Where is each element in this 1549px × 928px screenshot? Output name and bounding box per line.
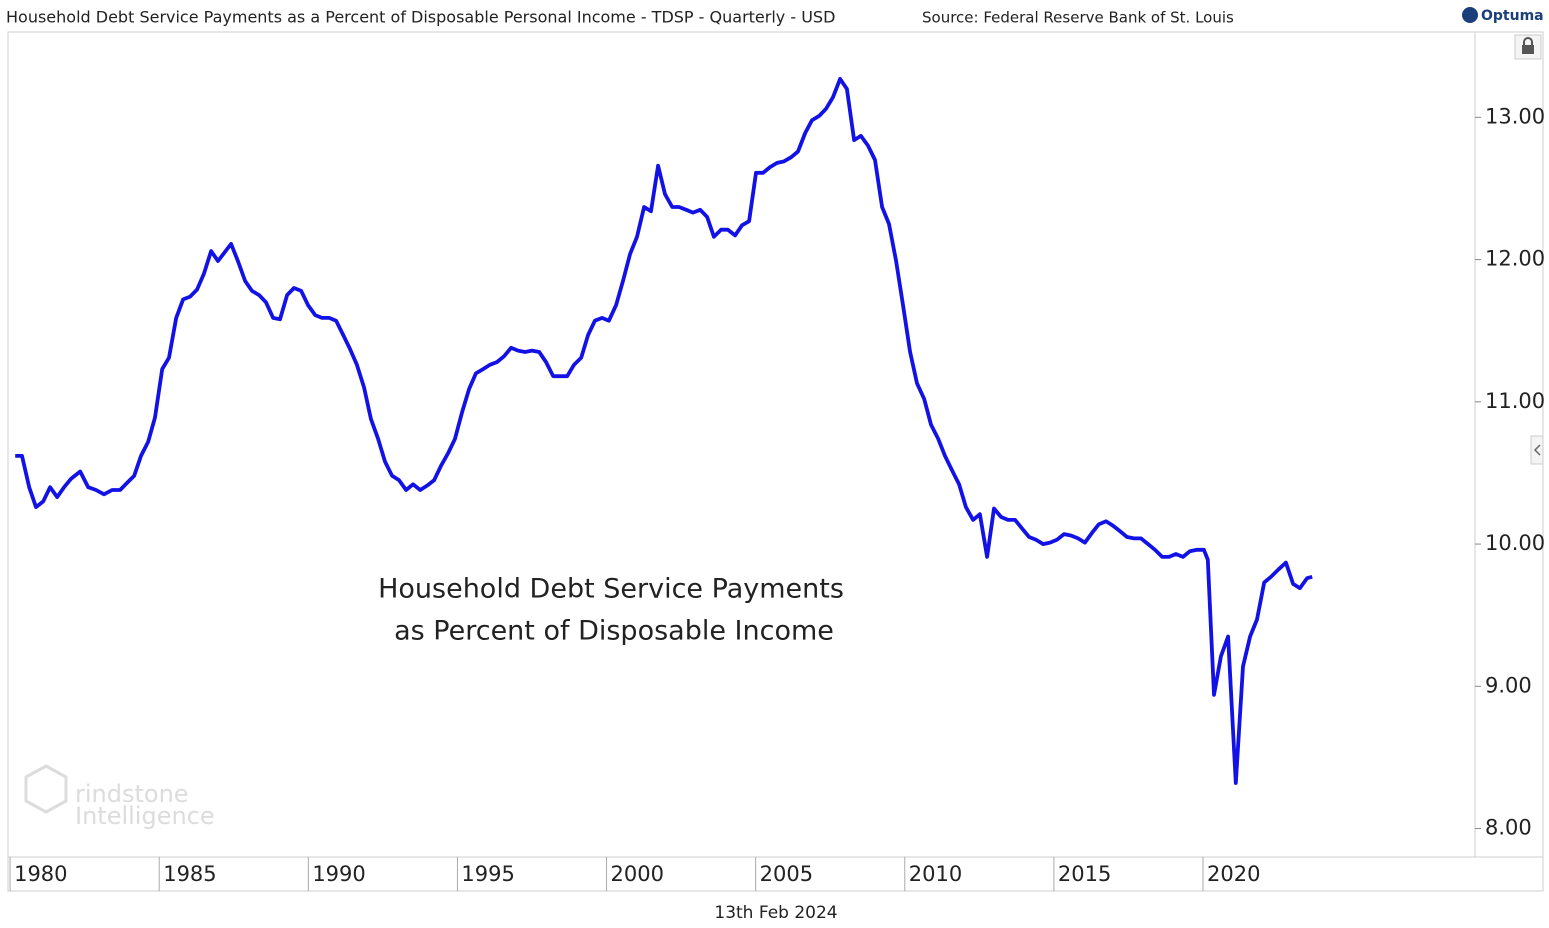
x-tick-label: 1995 bbox=[461, 862, 514, 886]
frame bbox=[7, 31, 1544, 892]
x-tick-label: 1980 bbox=[14, 862, 67, 886]
chart-title: Household Debt Service Payments as a Per… bbox=[6, 8, 835, 27]
toggle-button[interactable] bbox=[1530, 435, 1544, 465]
y-tick-label: 10.00 bbox=[1485, 531, 1545, 555]
brand: Optuma bbox=[1481, 8, 1544, 24]
y-tick-label: 11.00 bbox=[1485, 389, 1545, 413]
x-tick-label: 2015 bbox=[1058, 862, 1111, 886]
annotation: as Percent of Disposable Income bbox=[394, 616, 834, 647]
data-line bbox=[15, 77, 1313, 785]
toggle-arrow bbox=[1533, 444, 1541, 456]
source: Source: Federal Reserve Bank of St. Loui… bbox=[922, 9, 1234, 27]
y-tick-label: 13.00 bbox=[1485, 104, 1545, 128]
x-tick-label: 1985 bbox=[163, 862, 216, 886]
watermark-text: Intelligence bbox=[75, 802, 215, 830]
annotation: Household Debt Service Payments bbox=[378, 574, 844, 605]
watermark-logo bbox=[24, 764, 68, 814]
date-label: 13th Feb 2024 bbox=[714, 903, 837, 923]
watermark: rindstone Intelligence bbox=[24, 764, 215, 830]
lock-body bbox=[1522, 45, 1534, 54]
lock-icon[interactable] bbox=[1514, 34, 1542, 60]
x-tick-label: 2005 bbox=[760, 862, 813, 886]
x-tick-label: 2000 bbox=[611, 862, 664, 886]
y-tick-label: 12.00 bbox=[1485, 247, 1545, 271]
watermark-text: rindstone bbox=[75, 780, 189, 808]
y-tick-label: 9.00 bbox=[1485, 673, 1532, 697]
collapse-toggle[interactable] bbox=[1530, 435, 1544, 465]
y-tick-label: 8.00 bbox=[1485, 816, 1532, 840]
x-tick-label: 1990 bbox=[312, 862, 365, 886]
x-tick-label: 2020 bbox=[1207, 862, 1260, 886]
brand-logo bbox=[1462, 7, 1478, 23]
lock-shackle bbox=[1523, 37, 1533, 45]
x-tick-label: 2010 bbox=[909, 862, 962, 886]
